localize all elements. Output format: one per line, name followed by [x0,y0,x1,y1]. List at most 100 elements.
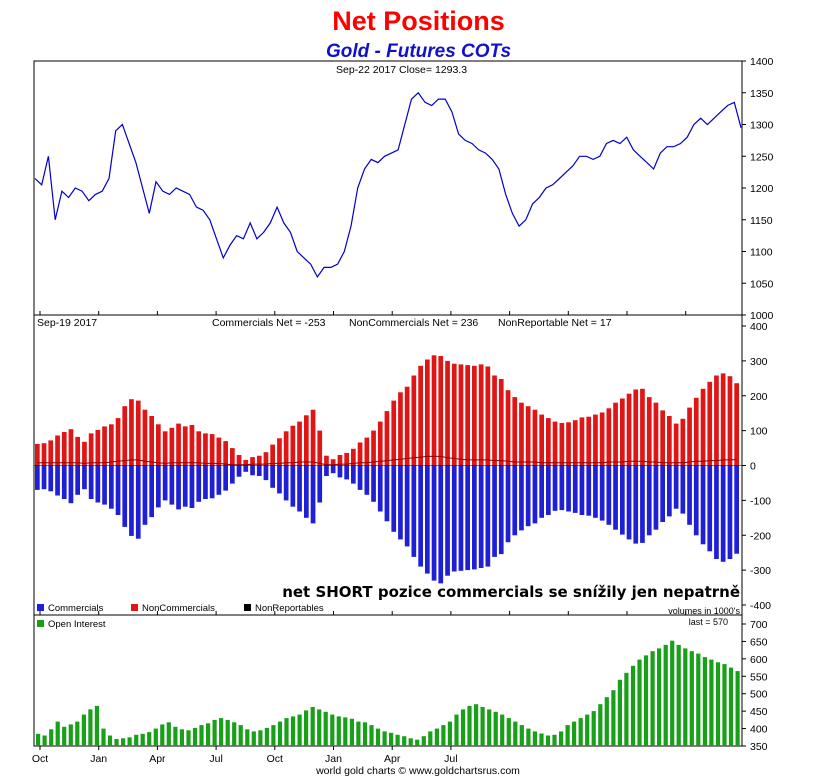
open-interest-bar [643,655,649,746]
noncommercials-bar [135,400,141,466]
open-interest-bar [402,736,407,746]
noncommercials-bar [115,418,121,466]
noncommercials-bar [626,393,632,466]
open-interest-bar [480,707,485,746]
commercials-bar [687,465,692,525]
commercials-bar [734,465,739,554]
open-interest-bar [238,725,243,746]
open-interest-bar [94,705,99,746]
noncommercials-bar [646,397,652,466]
chart-labels: Sep-22 2017 Close= 1293.3 Sep-19 2017 Co… [37,64,740,777]
open-interest-bar [258,730,263,746]
commercials-bar [209,465,215,499]
noncommercials-bar [196,431,202,466]
noncommercials-bar [519,402,524,466]
commercials-bar [498,465,504,555]
commercials-bar [48,465,54,492]
commercials-bar [88,465,94,499]
volume-note: volumes in 1000's [668,606,740,616]
commercials-bar [337,465,343,478]
commercials-bar [270,465,275,488]
open-interest-bar [140,733,145,746]
commercials-bar [330,465,336,474]
noncommercials-bar [102,426,107,466]
net-ytick-label: -400 [750,600,771,612]
noncommercials-bar [351,448,356,466]
commercials-bar [418,465,423,567]
noncommercials-bar [687,407,692,466]
noncommercials-bar [169,427,175,466]
noncommercials-bar [129,399,134,466]
oi-ytick-label: 450 [750,706,768,718]
noncommercials-bar [310,409,316,466]
open-interest-bar [323,711,328,746]
commercials-bar [714,465,719,559]
open-interest-bar [179,729,184,746]
oi-ytick-label: 400 [750,724,768,736]
annotation-text: net SHORT pozice commercials se snížily … [282,583,740,601]
open-interest-bar [343,717,348,746]
net-ytick-label: -300 [750,565,771,577]
commercials-bar [653,465,659,530]
open-interest-bar [552,734,557,746]
noncommercials-bar [579,417,585,466]
open-interest-bar [421,736,426,746]
open-interest-bar [415,739,420,746]
nonreportables-line [37,455,737,466]
oi-ytick-label: 600 [750,654,768,666]
open-interest-bar [290,716,296,746]
legend-label-2: NonReportables [255,603,324,614]
open-interest-bar [369,725,374,746]
commercials-bar [263,465,269,481]
legend-swatch-2 [244,604,251,611]
commercials-bar [122,465,128,527]
noncommercials-bar [707,381,713,466]
noncommercials-bar [270,444,275,466]
noncommercials-bar [209,434,215,466]
commercials-bar [720,465,726,562]
noncommercials-bar [263,452,269,466]
commercials-bar [41,465,47,490]
noncommercials-bar [445,360,450,466]
noncommercials-bar [532,409,538,466]
noncommercials-bar [431,355,437,466]
open-interest-bar [604,697,609,746]
commercials-bar [505,465,511,543]
open-interest-bar [160,724,165,746]
price-line [34,91,742,279]
commercials-bar [593,465,598,518]
commercials-bar [95,465,101,503]
open-interest-panel: 350 400 450 500 550 600 650 700 Oct Jan Apr Jul Oct J… [32,619,768,765]
noncommercials-bar [404,386,410,466]
noncommercials-bar [250,457,255,466]
commercials-bar [250,465,255,476]
commercials-bar [566,465,571,512]
open-interest-bar [147,732,152,746]
panel-frame-1 [33,60,743,316]
noncommercials-bar [364,437,370,466]
net-ytick-label: -100 [750,495,771,507]
price-ytick-label: 1150 [750,215,773,227]
commercials-bar [324,465,329,476]
legend-label-0: Commercials [48,603,104,614]
open-interest-bar [173,726,178,746]
open-interest-bar [362,722,368,746]
open-interest-bar [225,719,230,746]
commercials-bar [149,465,154,518]
price-ytick-label: 1350 [750,88,774,100]
commercials-bar [425,465,430,574]
open-interest-bar [127,737,132,746]
noncommercials-bar [559,423,565,466]
price-ytick-label: 1050 [750,278,774,290]
commercials-bar [223,465,228,491]
open-interest-bar [683,648,688,746]
noncommercials-bar [61,432,67,466]
noncommercials-bar [714,375,719,466]
open-interest-bar [474,704,479,746]
commercials-bar [115,465,121,515]
noncommercials-bar [680,418,686,466]
commercials-bar [519,465,524,531]
commercials-bar [68,465,74,504]
commercials-bar [35,465,40,490]
